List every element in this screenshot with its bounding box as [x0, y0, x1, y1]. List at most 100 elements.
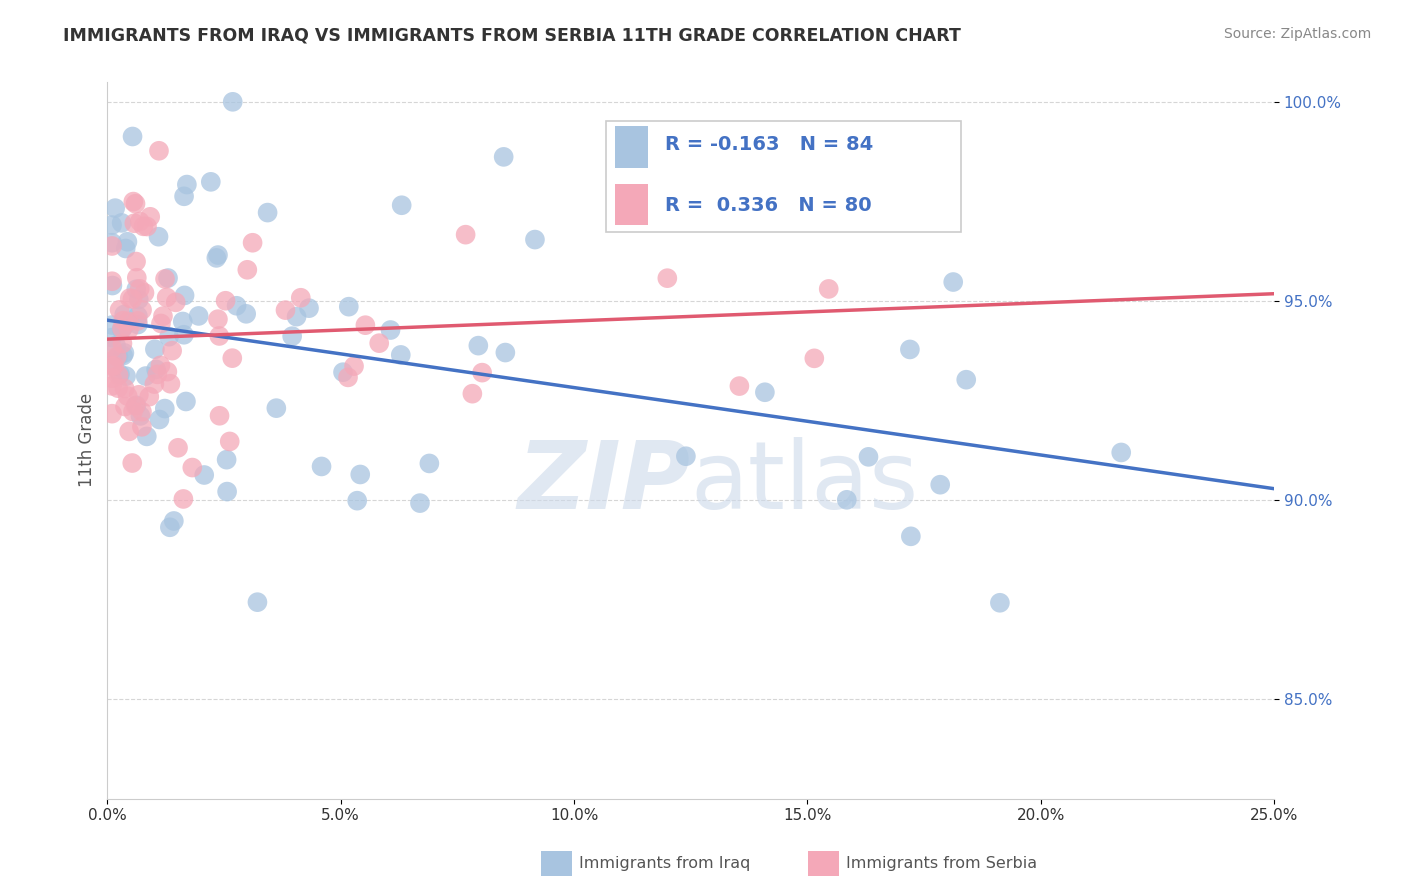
Point — [728, 379, 751, 393]
Point — [900, 529, 922, 543]
Point — [214, 293, 236, 308]
Point — [208, 329, 231, 343]
Point — [111, 336, 134, 351]
Point — [117, 235, 139, 249]
Point — [107, 350, 129, 364]
Point — [346, 493, 368, 508]
Point — [311, 459, 333, 474]
Point — [290, 291, 312, 305]
Point — [343, 359, 366, 373]
Text: Immigrants from Iraq: Immigrants from Iraq — [579, 856, 751, 871]
Point — [163, 514, 186, 528]
Point — [988, 596, 1011, 610]
Point — [101, 371, 124, 385]
Y-axis label: 11th Grade: 11th Grade — [79, 393, 96, 487]
Point — [817, 282, 839, 296]
FancyBboxPatch shape — [606, 121, 962, 233]
Point — [104, 201, 127, 215]
Point — [157, 329, 180, 343]
Point — [122, 404, 145, 418]
Point — [115, 369, 138, 384]
Point — [117, 314, 139, 328]
Point — [221, 351, 243, 366]
Point — [111, 321, 134, 335]
Point — [754, 385, 776, 400]
Point — [143, 342, 166, 356]
Point — [153, 272, 176, 286]
Point — [156, 365, 179, 379]
Point — [118, 322, 141, 336]
Point — [108, 367, 131, 381]
Point — [156, 290, 179, 304]
Point — [101, 318, 124, 332]
Point — [675, 449, 697, 463]
Point — [135, 429, 157, 443]
Text: Source: ZipAtlas.com: Source: ZipAtlas.com — [1223, 27, 1371, 41]
Point — [193, 468, 215, 483]
Point — [236, 262, 259, 277]
Point — [146, 368, 169, 382]
Point — [125, 282, 148, 296]
Point — [159, 520, 181, 534]
Point — [467, 338, 489, 352]
Point — [128, 214, 150, 228]
Point — [114, 242, 136, 256]
Point — [152, 309, 174, 323]
Point — [121, 129, 143, 144]
Point — [285, 310, 308, 324]
Point — [454, 227, 477, 242]
Point — [124, 216, 146, 230]
Point — [207, 312, 229, 326]
Point — [368, 336, 391, 351]
Point — [256, 205, 278, 219]
Point — [131, 405, 153, 419]
Point — [172, 314, 194, 328]
Point — [134, 285, 156, 300]
Point — [148, 229, 170, 244]
Point — [112, 308, 135, 322]
Point — [121, 292, 143, 306]
Point — [128, 388, 150, 402]
Point — [131, 302, 153, 317]
Point — [101, 235, 124, 250]
Point — [207, 248, 229, 262]
Point — [733, 199, 755, 213]
Point — [114, 318, 136, 333]
Point — [125, 398, 148, 412]
Point — [955, 373, 977, 387]
Point — [131, 420, 153, 434]
Point — [391, 198, 413, 212]
Point — [122, 194, 145, 209]
Point — [803, 351, 825, 366]
Point — [942, 275, 965, 289]
Point — [337, 300, 360, 314]
Point — [266, 401, 288, 416]
Point — [114, 381, 136, 395]
Point — [181, 460, 204, 475]
Point — [153, 401, 176, 416]
Point — [298, 301, 321, 315]
Point — [124, 196, 146, 211]
Point — [176, 178, 198, 192]
Point — [127, 318, 149, 332]
Point — [173, 189, 195, 203]
Point — [101, 341, 124, 355]
Point — [494, 345, 516, 359]
Point — [136, 219, 159, 234]
Point — [107, 381, 129, 395]
Point — [657, 271, 679, 285]
Point — [246, 595, 269, 609]
Point — [105, 350, 128, 364]
Point — [418, 457, 440, 471]
Point — [225, 299, 247, 313]
Point — [124, 399, 146, 413]
Text: R =  0.336   N = 80: R = 0.336 N = 80 — [665, 196, 872, 215]
Point — [125, 254, 148, 268]
Point — [125, 270, 148, 285]
Point — [354, 318, 377, 333]
Point — [103, 359, 125, 373]
Point — [112, 313, 135, 327]
Point — [160, 343, 183, 358]
Point — [461, 386, 484, 401]
Point — [145, 362, 167, 376]
